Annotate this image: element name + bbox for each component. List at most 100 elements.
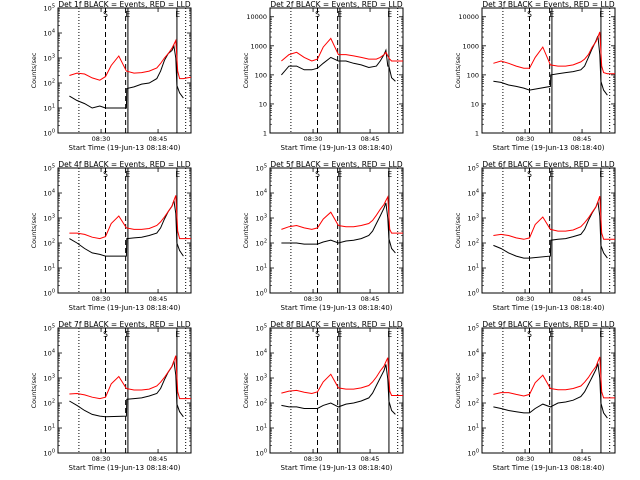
y-tick-label: 105 <box>256 164 267 173</box>
y-tick-label: 103 <box>468 214 479 223</box>
detector-panel: Det 8f BLACK = Events, RED = LLD Counts/s… <box>242 320 404 472</box>
y-tick-label: 1000 <box>462 42 479 50</box>
y-tick-label: 10 <box>471 100 479 108</box>
events-series-line <box>281 48 396 82</box>
y-tick-label: 1 <box>263 130 267 138</box>
top-marker-label: E <box>387 10 392 19</box>
y-tick-label: 101 <box>256 264 267 273</box>
top-marker-label: E <box>550 330 555 339</box>
y-tick-label: 105 <box>44 164 55 173</box>
detector-panel: Det 6f BLACK = Events, RED = LLD Counts/s… <box>454 160 616 312</box>
y-tick-label: 103 <box>468 374 479 383</box>
y-tick-label: 105 <box>44 324 55 333</box>
y-tick-label: 101 <box>256 424 267 433</box>
top-marker-label: E <box>126 330 131 339</box>
top-marker-label: S <box>527 170 532 179</box>
y-tick-label: 101 <box>44 264 55 273</box>
top-marker-label: E <box>338 330 343 339</box>
x-tick-label: 08:30 <box>92 295 111 303</box>
plot-frame <box>57 167 192 294</box>
y-tick-label: 102 <box>44 239 55 248</box>
y-tick-label: 10 <box>259 100 267 108</box>
lld-series-line <box>493 31 615 75</box>
top-marker-label: E <box>175 330 180 339</box>
lld-series-line <box>69 355 191 400</box>
y-tick-label: 102 <box>468 399 479 408</box>
x-tick-label: 08:45 <box>361 455 380 463</box>
y-tick-label: 104 <box>44 189 55 198</box>
y-axis-label: Counts/sec <box>454 372 462 408</box>
panel-title: Det 1f BLACK = Events, RED = LLD <box>58 0 191 9</box>
top-marker-label: E <box>338 170 343 179</box>
events-series-line <box>69 200 184 257</box>
y-tick-label: 104 <box>44 349 55 358</box>
top-marker-label: E <box>599 10 604 19</box>
top-marker-label: E <box>126 10 131 19</box>
top-marker-label: E <box>387 330 392 339</box>
top-marker-label: E <box>550 10 555 19</box>
detector-panel: Det 3f BLACK = Events, RED = LLD Counts/s… <box>454 0 616 152</box>
plot-frame <box>269 327 404 454</box>
y-tick-label: 101 <box>468 264 479 273</box>
x-tick-label: 08:45 <box>573 295 592 303</box>
y-tick-label: 100 <box>468 289 479 298</box>
y-tick-label: 103 <box>256 214 267 223</box>
y-tick-label: 101 <box>468 424 479 433</box>
detector-panel: Det 4f BLACK = Events, RED = LLD Counts/s… <box>30 160 192 312</box>
x-axis-label: Start Time (19-Jun-13 08:18:40) <box>493 144 605 152</box>
lld-series-line <box>281 195 403 234</box>
x-axis-label: Start Time (19-Jun-13 08:18:40) <box>69 304 181 312</box>
y-axis-label: Counts/sec <box>242 372 250 408</box>
top-marker-label: E <box>126 170 131 179</box>
x-axis-label: Start Time (19-Jun-13 08:18:40) <box>69 144 181 152</box>
y-tick-label: 105 <box>44 4 55 13</box>
y-tick-label: 100 <box>256 289 267 298</box>
y-tick-label: 101 <box>44 104 55 113</box>
y-tick-label: 105 <box>468 164 479 173</box>
x-axis-label: Start Time (19-Jun-13 08:18:40) <box>281 464 393 472</box>
y-tick-label: 103 <box>44 374 55 383</box>
top-marker-label: E <box>175 10 180 19</box>
top-marker-label: S <box>103 170 108 179</box>
events-series-line <box>281 364 396 415</box>
y-tick-label: 100 <box>467 71 479 79</box>
x-axis-label: Start Time (19-Jun-13 08:18:40) <box>493 304 605 312</box>
y-tick-label: 10000 <box>246 13 267 21</box>
detector-panel: Det 9f BLACK = Events, RED = LLD Counts/s… <box>454 320 616 472</box>
top-marker-label: S <box>315 330 320 339</box>
lld-series-line <box>281 357 403 396</box>
top-marker-label: S <box>103 10 108 19</box>
plot-frame <box>269 7 404 134</box>
events-series-line <box>493 363 608 419</box>
panel-title: Det 3f BLACK = Events, RED = LLD <box>482 0 615 9</box>
lld-series-line <box>493 356 615 399</box>
events-series-line <box>493 201 608 259</box>
plot-frame <box>481 7 616 134</box>
panel-title: Det 4f BLACK = Events, RED = LLD <box>58 160 191 169</box>
plot-frame <box>481 327 616 454</box>
x-tick-label: 08:30 <box>516 455 535 463</box>
y-tick-label: 1 <box>475 130 479 138</box>
y-tick-label: 100 <box>255 71 267 79</box>
y-tick-label: 104 <box>44 29 55 38</box>
events-series-line <box>281 202 396 254</box>
y-axis-label: Counts/sec <box>454 212 462 248</box>
y-axis-label: Counts/sec <box>242 212 250 248</box>
y-tick-label: 105 <box>256 324 267 333</box>
x-axis-label: Start Time (19-Jun-13 08:18:40) <box>69 464 181 472</box>
y-tick-label: 10000 <box>458 13 479 21</box>
top-marker-label: S <box>527 10 532 19</box>
x-tick-label: 08:45 <box>361 295 380 303</box>
y-axis-label: Counts/sec <box>30 212 38 248</box>
x-tick-label: 08:30 <box>516 135 535 143</box>
y-tick-label: 103 <box>44 54 55 63</box>
y-tick-label: 101 <box>44 424 55 433</box>
x-axis-label: Start Time (19-Jun-13 08:18:40) <box>281 304 393 312</box>
panel-title: Det 8f BLACK = Events, RED = LLD <box>270 320 403 329</box>
events-series-line <box>69 44 184 109</box>
panel-title: Det 9f BLACK = Events, RED = LLD <box>482 320 615 329</box>
detector-panel: Det 1f BLACK = Events, RED = LLD Counts/s… <box>30 0 192 152</box>
top-marker-label: E <box>387 170 392 179</box>
y-tick-label: 105 <box>468 324 479 333</box>
